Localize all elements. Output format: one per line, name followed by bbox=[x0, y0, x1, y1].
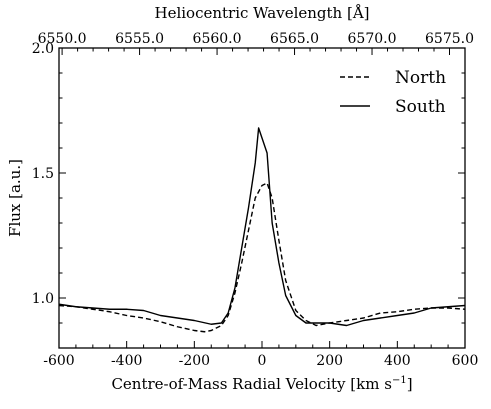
top-tick-label: 6575.0 bbox=[425, 31, 474, 47]
x-axis-title-close: ] bbox=[407, 375, 413, 393]
x-tick-label: -200 bbox=[179, 353, 210, 369]
legend-label-north: North bbox=[395, 68, 446, 88]
y-tick-label: 2.0 bbox=[32, 41, 54, 57]
series-layer bbox=[58, 127, 466, 333]
y-tick-label: 1.0 bbox=[32, 291, 54, 307]
x-tick-label: 400 bbox=[384, 353, 411, 369]
top-tick-label: 6570.0 bbox=[348, 31, 397, 47]
y-axis-title: Flux [a.u.] bbox=[6, 159, 24, 237]
plot-frame bbox=[58, 47, 466, 349]
top-axis-title: Heliocentric Wavelength [Å] bbox=[154, 4, 369, 22]
x-tick-label: -400 bbox=[111, 353, 142, 369]
legend-label-south: South bbox=[395, 97, 446, 117]
top-tick-label: 6550.0 bbox=[38, 31, 87, 47]
legend: North South bbox=[340, 68, 446, 117]
series-line-south bbox=[58, 127, 466, 327]
x-axis-title-sup: −1 bbox=[392, 375, 407, 386]
x-tick-label: 0 bbox=[258, 353, 267, 369]
x-tick-label: 600 bbox=[452, 353, 479, 369]
top-tick-label: 6560.0 bbox=[193, 31, 242, 47]
x-tick-label: 200 bbox=[316, 353, 343, 369]
x-axis-title-main: Centre-of-Mass Radial Velocity [km s bbox=[111, 375, 392, 393]
y-tick-label: 1.5 bbox=[32, 166, 54, 182]
top-tick-label: 6555.0 bbox=[115, 31, 164, 47]
top-tick-label: 6565.0 bbox=[270, 31, 319, 47]
x-tick-label: -600 bbox=[43, 353, 74, 369]
series-line-north bbox=[58, 182, 466, 333]
x-axis-title: Centre-of-Mass Radial Velocity [km s−1] bbox=[111, 375, 412, 393]
